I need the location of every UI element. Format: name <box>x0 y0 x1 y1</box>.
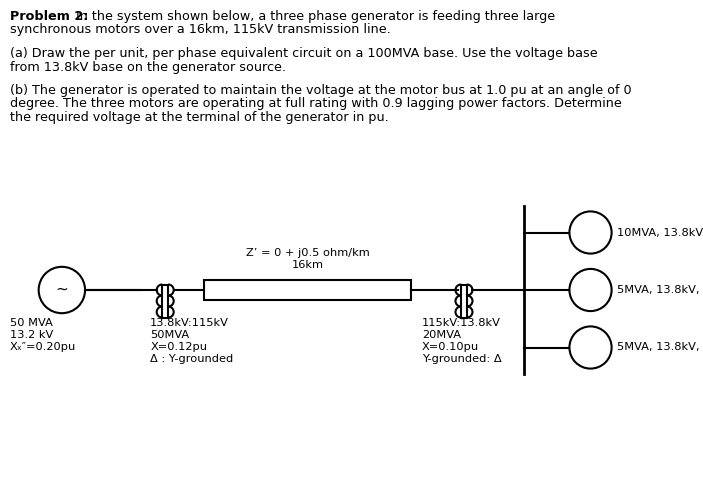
Text: 13.8kV:115kV: 13.8kV:115kV <box>150 318 229 328</box>
Text: synchronous motors over a 16km, 115kV transmission line.: synchronous motors over a 16km, 115kV tr… <box>10 24 391 36</box>
Text: X=0.10pu: X=0.10pu <box>422 342 479 352</box>
Text: 5MVA, 13.8kV, Xₓ″ = 0.20pu: 5MVA, 13.8kV, Xₓ″ = 0.20pu <box>617 285 703 295</box>
Text: 10MVA, 13.8kV, Xₓ″ = 0.2pu: 10MVA, 13.8kV, Xₓ″ = 0.2pu <box>617 228 703 237</box>
Text: 50 MVA: 50 MVA <box>10 318 53 328</box>
Text: ~: ~ <box>56 282 68 296</box>
Text: degree. The three motors are operating at full rating with 0.9 lagging power fac: degree. The three motors are operating a… <box>10 98 621 110</box>
Text: In the system shown below, a three phase generator is feeding three large: In the system shown below, a three phase… <box>72 10 555 23</box>
Text: 16km: 16km <box>292 260 323 270</box>
Text: 115kV:13.8kV: 115kV:13.8kV <box>422 318 501 328</box>
Text: 13.2 kV: 13.2 kV <box>10 330 53 340</box>
Text: (b) The generator is operated to maintain the voltage at the motor bus at 1.0 pu: (b) The generator is operated to maintai… <box>10 84 631 97</box>
Text: Xₓ″=0.20pu: Xₓ″=0.20pu <box>10 342 76 352</box>
Text: (a) Draw the per unit, per phase equivalent circuit on a 100MVA base. Use the vo: (a) Draw the per unit, per phase equival… <box>10 47 598 60</box>
Text: the required voltage at the terminal of the generator in pu.: the required voltage at the terminal of … <box>10 111 389 124</box>
Bar <box>204 280 411 300</box>
Text: from 13.8kV base on the generator source.: from 13.8kV base on the generator source… <box>10 60 286 74</box>
Text: X=0.12pu: X=0.12pu <box>150 342 207 352</box>
Text: Problem 2:: Problem 2: <box>10 10 89 23</box>
Text: Δ : Y-grounded: Δ : Y-grounded <box>150 354 233 364</box>
Text: 5MVA, 13.8kV, Xₓ″ = 0.17pu: 5MVA, 13.8kV, Xₓ″ = 0.17pu <box>617 342 703 352</box>
Text: Y-grounded: Δ: Y-grounded: Δ <box>422 354 502 364</box>
Text: Z’ = 0 + j0.5 ohm/km: Z’ = 0 + j0.5 ohm/km <box>245 248 370 258</box>
Text: 50MVA: 50MVA <box>150 330 189 340</box>
Text: 20MVA: 20MVA <box>422 330 461 340</box>
